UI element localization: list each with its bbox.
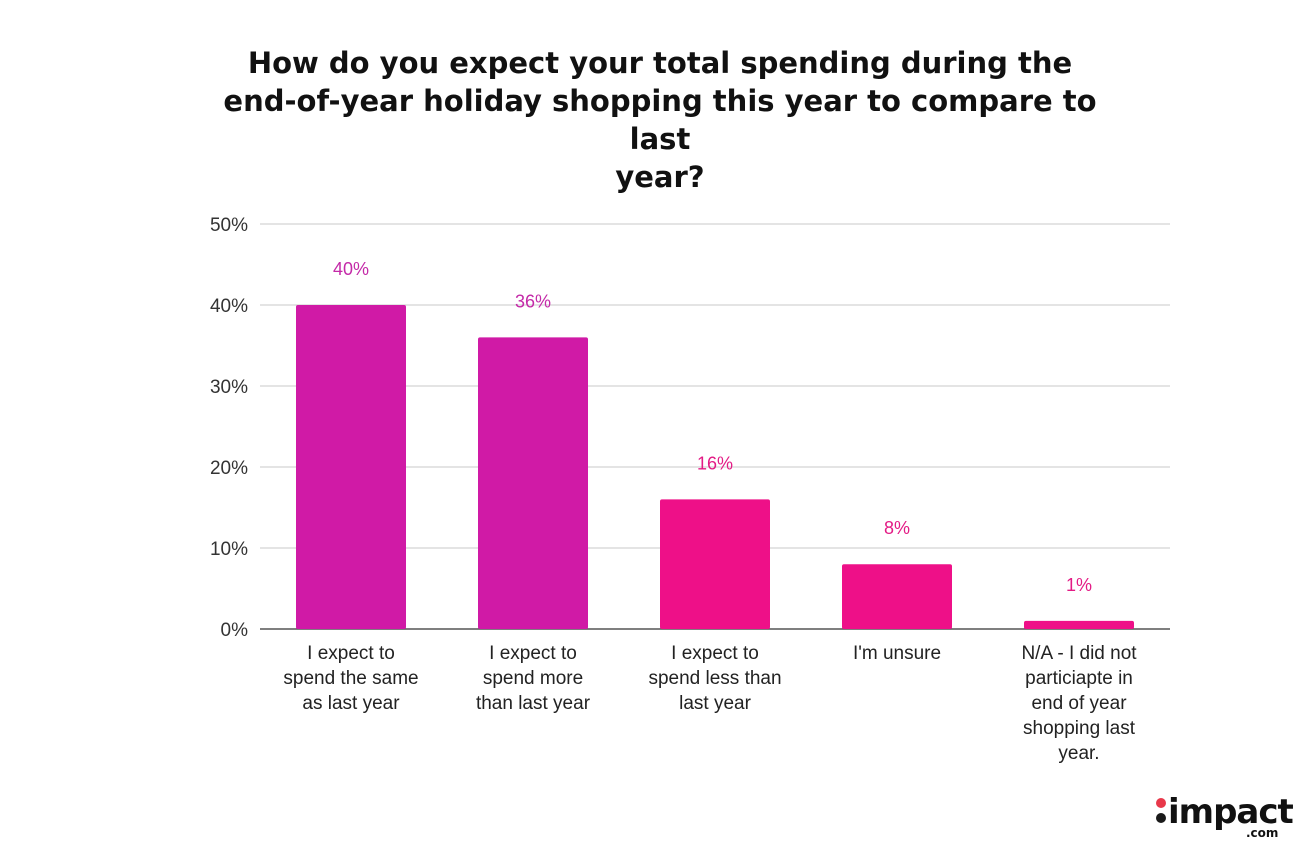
bar: [660, 499, 770, 629]
y-tick-label: 30%: [210, 377, 248, 398]
x-tick-label: N/A - I did not particiapte in end of year…: [1021, 643, 1137, 764]
chart-title-line-1: How do you expect your total spending du…: [247, 46, 1073, 80]
y-tick-label: 50%: [210, 215, 248, 236]
logo-suffix: .com: [1246, 826, 1279, 840]
chart-title-line-3: year?: [615, 160, 705, 194]
data-label: 1%: [1066, 575, 1092, 595]
x-tick-label: I'm unsure: [853, 643, 941, 664]
y-tick-label: 20%: [210, 458, 248, 479]
bar: [842, 564, 952, 629]
chart-title-line-2: end-of-year holiday shopping this year t…: [223, 84, 1097, 156]
logo-wordmark: impact: [1168, 792, 1294, 832]
data-label: 40%: [333, 259, 369, 279]
y-tick-label: 40%: [210, 296, 248, 317]
x-tick-label: I expect to spend more than last year: [476, 643, 591, 714]
x-tick-label: I expect to spend the same as last year: [283, 643, 418, 714]
label-layer: 40% I expect to spend the same as last year…: [283, 259, 1137, 764]
impact-logo: impact .com: [1152, 792, 1294, 844]
chart-title: How do you expect your total spending du…: [190, 44, 1130, 196]
x-tick-label: I expect to spend less than last year: [648, 643, 781, 714]
logo-red-dot-icon: [1156, 798, 1166, 808]
grid-layer: 0% 10% 20% 30% 40% 50%: [210, 215, 1170, 641]
logo-dark-dot-icon: [1156, 813, 1166, 823]
data-label: 36%: [515, 291, 551, 311]
bar: [296, 305, 406, 629]
y-tick-label: 0%: [221, 620, 249, 641]
data-label: 8%: [884, 518, 910, 538]
data-label: 16%: [697, 453, 733, 473]
bar-layer: [296, 305, 1134, 629]
bar: [1024, 620, 1134, 629]
y-tick-label: 10%: [210, 539, 248, 560]
bar: [478, 337, 588, 629]
